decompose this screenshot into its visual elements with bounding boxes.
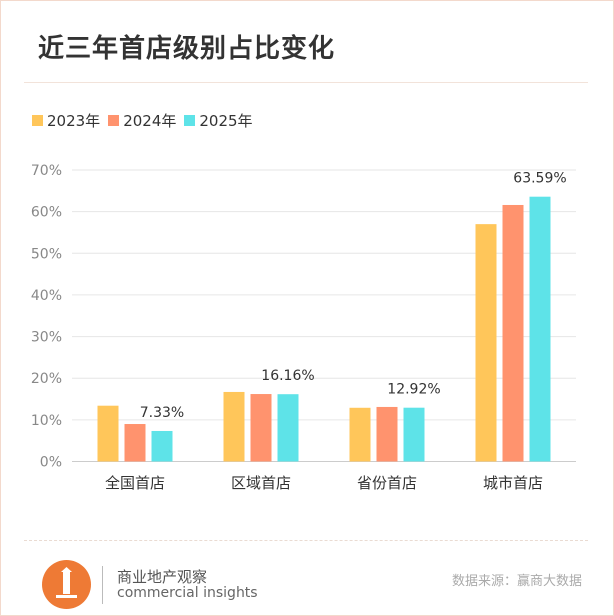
- legend-label: 2024年: [123, 112, 177, 130]
- divider: [24, 540, 588, 541]
- legend-label: 2025年: [199, 112, 253, 130]
- data-source: 数据来源：赢商大数据: [451, 574, 582, 589]
- legend-label: 2023年: [47, 112, 101, 130]
- legend-item: 2025年: [184, 110, 253, 131]
- chart-title: 近三年首店级别占比变化: [38, 34, 336, 64]
- bar-chart: 0% 10% 20% 30% 40% 50% 60% 70% 7.33% 全国首店 16.16% 区域…: [31, 163, 576, 492]
- brand-name: 商业地产观察: [117, 568, 208, 586]
- x-tick-label: 城市首店: [483, 474, 543, 492]
- y-tick-label: 10%: [31, 413, 62, 429]
- y-tick-label: 50%: [31, 246, 62, 262]
- y-tick-label: 30%: [31, 330, 62, 346]
- data-label: 12.92%: [387, 382, 440, 398]
- bar: [97, 405, 119, 462]
- bar: [475, 224, 497, 462]
- divider: [24, 82, 588, 83]
- y-tick-label: 70%: [31, 163, 62, 179]
- bar: [502, 204, 524, 462]
- bar: [151, 430, 173, 462]
- bar: [529, 196, 551, 462]
- legend-item: 2024年: [108, 110, 176, 131]
- divider: [102, 566, 103, 604]
- data-label: 63.59%: [513, 171, 566, 187]
- data-label: 16.16%: [261, 368, 314, 384]
- bar: [376, 406, 398, 462]
- legend: 2023年 2024年 2025年: [32, 110, 253, 131]
- x-tick-label: 全国首店: [105, 474, 165, 492]
- lighthouse-logo-icon: [42, 560, 91, 609]
- legend-item: 2023年: [32, 110, 100, 131]
- bar: [223, 391, 245, 462]
- brand-tagline: commercial insights: [117, 585, 258, 601]
- x-tick-label: 省份首店: [357, 474, 417, 492]
- bar: [250, 394, 272, 462]
- legend-swatch: [32, 115, 43, 126]
- legend-swatch: [108, 115, 120, 126]
- y-tick-label: 60%: [31, 205, 62, 221]
- bar: [403, 407, 425, 462]
- data-label: 7.33%: [140, 405, 184, 421]
- y-tick-label: 0%: [40, 455, 62, 471]
- bar: [124, 424, 146, 462]
- bar: [277, 394, 299, 462]
- y-tick-label: 40%: [31, 288, 62, 304]
- bar: [349, 407, 371, 462]
- x-tick-label: 区域首店: [231, 474, 291, 492]
- y-tick-label: 20%: [31, 371, 62, 387]
- legend-swatch: [184, 115, 196, 126]
